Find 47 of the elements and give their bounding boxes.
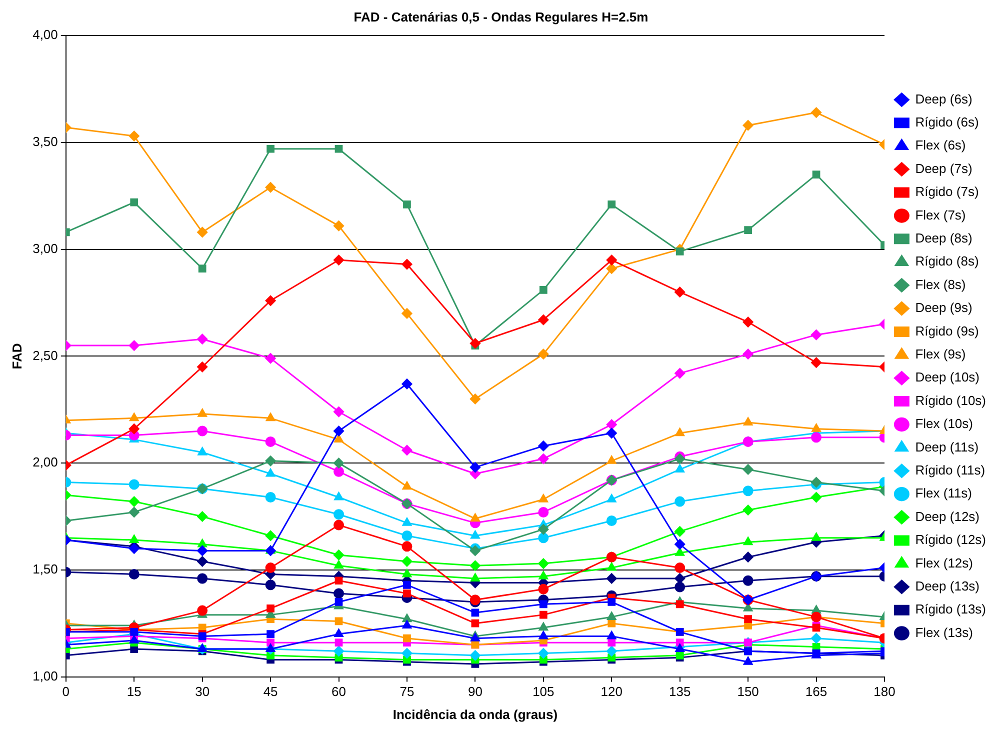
y-tick-label: 3,50 (32, 134, 58, 150)
legend-label: Deep (11s) (915, 439, 979, 454)
legend-label: Flex (7s) (915, 207, 966, 222)
x-tick-label: 105 (532, 684, 554, 700)
legend-label: Flex (13s) (915, 624, 973, 640)
x-tick-label: 0 (62, 684, 70, 700)
x-tick-label: 15 (126, 684, 142, 700)
legend-label: Rígido (13s) (915, 602, 986, 617)
y-tick-label: 4,00 (32, 27, 58, 42)
y-tick-label: 3,00 (32, 240, 58, 256)
legend-label: Flex (12s) (915, 555, 973, 570)
y-tick-label: 2,00 (32, 454, 58, 470)
legend-label: Flex (9s) (915, 346, 966, 362)
x-tick-label: 120 (600, 684, 622, 700)
legend-label: Flex (8s) (915, 276, 966, 292)
x-tick-label: 90 (468, 684, 482, 700)
y-tick-label: 2,50 (32, 348, 58, 363)
legend-label: Rígido (12s) (915, 532, 986, 548)
chart-title: FAD - Catenárias 0,5 - Ondas Regulares H=2.5m (354, 9, 648, 24)
legend-label: Rígido (6s) (915, 114, 979, 130)
x-tick-label: 180 (874, 684, 896, 700)
legend-label: Rígido (10s) (915, 392, 986, 408)
legend-label: Deep (9s) (915, 300, 972, 316)
legend-label: Deep (6s) (915, 91, 972, 106)
y-tick-label: 1,00 (32, 668, 58, 684)
legend-label: Rígido (9s) (915, 323, 979, 338)
legend-label: Deep (10s) (915, 370, 980, 385)
x-tick-label: 150 (737, 684, 759, 700)
legend-label: Flex (6s) (915, 138, 966, 153)
x-tick-label: 60 (332, 684, 346, 700)
legend-label: Rígido (7s) (915, 184, 979, 200)
x-tick-label: 165 (805, 684, 828, 700)
x-axis-title: Incidência da onda (graus) (392, 706, 558, 722)
y-tick-label: 1,50 (32, 562, 58, 577)
x-tick-label: 75 (400, 684, 414, 700)
legend-label: Flex (11s) (915, 486, 972, 501)
legend-label: Flex (10s) (915, 416, 973, 432)
legend-label: Rígido (11s) (915, 462, 986, 478)
legend-label: Deep (7s) (915, 160, 972, 176)
legend-label: Rígido (8s) (915, 254, 979, 269)
x-tick-label: 135 (668, 684, 691, 700)
y-axis-title: FAD (9, 343, 24, 370)
legend-label: Deep (13s) (915, 578, 980, 594)
legend-label: Deep (8s) (915, 230, 972, 246)
x-tick-label: 45 (263, 684, 278, 700)
legend-label: Deep (12s) (915, 508, 980, 524)
x-tick-label: 30 (195, 684, 210, 700)
